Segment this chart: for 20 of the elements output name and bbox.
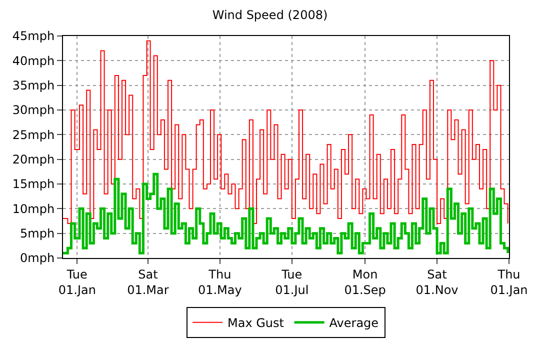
y-tick-label: 0mph [20, 251, 55, 266]
legend-label: Max Gust [228, 316, 284, 330]
y-tick-label: 10mph [12, 202, 55, 216]
x-tick-label: Thu 01.Jan [490, 267, 528, 297]
y-tick-label: 15mph [12, 177, 55, 192]
chart-title: Wind Speed (2008) [212, 8, 328, 22]
y-tick-label: 40mph [12, 54, 55, 68]
y-tick-label: 35mph [12, 78, 55, 93]
y-tick-label: 30mph [12, 103, 55, 118]
x-tick-label: Sat 01.Nov [416, 267, 458, 297]
y-tick-label: 5mph [20, 226, 55, 241]
y-tick-label: 45mph [12, 29, 55, 44]
x-tick-label: Tue 01.Jan [58, 267, 96, 297]
legend-label: Average [329, 316, 379, 330]
x-tick-label: Tue 01.Jul [275, 267, 309, 297]
y-tick-label: 25mph [12, 128, 55, 142]
x-tick-label: Sat 01.Mar [127, 267, 169, 297]
x-tick-label: Thu 01.May [198, 267, 242, 297]
x-tick-label: Mon 01.Sep [344, 267, 386, 297]
y-tick-label: 20mph [12, 152, 55, 167]
